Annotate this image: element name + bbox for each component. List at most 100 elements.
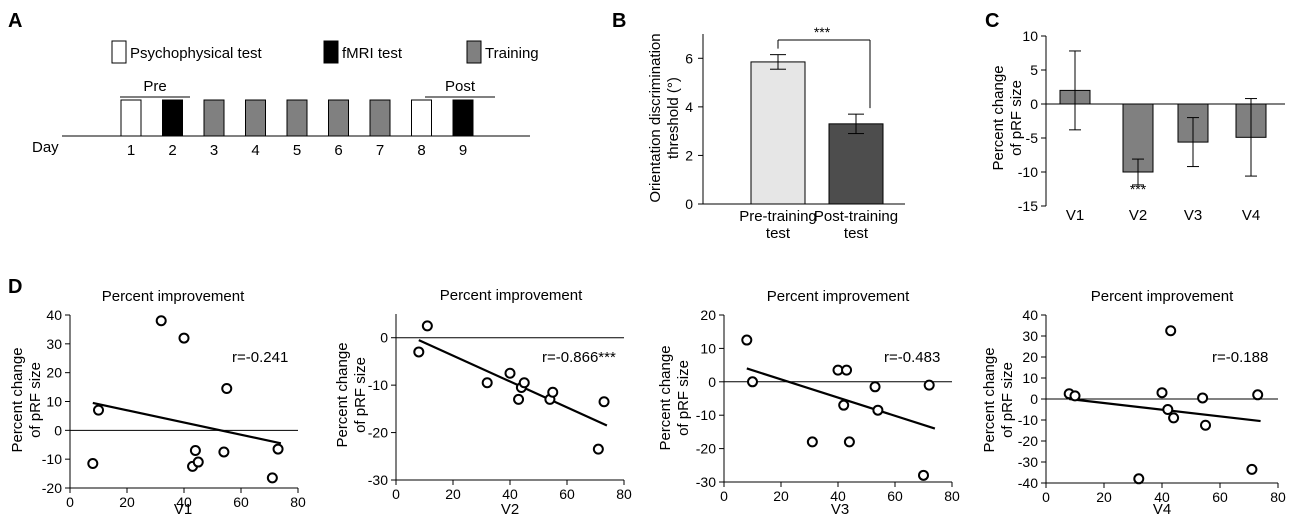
day-8-label: 8 — [417, 142, 425, 159]
scatter-v1-ytick-label: 10 — [46, 394, 62, 410]
scatter-v2-point — [413, 346, 425, 358]
scatter-v4-xtick-label: 40 — [1154, 489, 1170, 505]
scatter-v4-xtick-label: 80 — [1270, 489, 1286, 505]
scatter-v3-ytick-label: 10 — [700, 340, 716, 356]
scatter-v1-point — [221, 383, 233, 395]
chart-b-ytick-label: 6 — [685, 50, 693, 66]
scatter-v4-ylabel-line1: Percent change — [981, 347, 998, 452]
scatter-v3-xtick-label: 60 — [887, 488, 903, 504]
scatter-v2-point — [592, 443, 604, 455]
scatter-v1-plot: 0 20 40 60 80 -20 -10 0 10 20 30 40 — [42, 307, 306, 510]
chart-c-ytick-label: -5 — [1026, 130, 1039, 146]
legend-label-fmri: fMRI test — [342, 45, 403, 62]
scatter-v3-point — [806, 436, 818, 448]
legend-label-training: Training — [485, 45, 539, 62]
scatter-v4-point — [1156, 387, 1168, 399]
scatter-v1-xtick-label: 40 — [176, 494, 192, 510]
scatter-v2-fit-line — [418, 339, 608, 427]
scatter-v4-plot: 0 20 40 60 80 -40 -30 -20 -10 0 10 20 30 40 — [1018, 307, 1286, 505]
scatter-v1-xlabel: V1 — [174, 501, 192, 518]
scatter-v3-fit-line — [746, 367, 936, 430]
chart-b-ytick-label: 0 — [685, 196, 693, 212]
scatter-v3-xlabel: V3 — [831, 501, 849, 518]
scatter-v2-point — [481, 377, 493, 389]
scatter-v2-xtick-label: 40 — [502, 486, 518, 502]
scatter-v2-xlabel: V2 — [501, 501, 519, 518]
chart-b-category-label: test — [766, 225, 791, 242]
scatter-v1-ytick-label: -20 — [42, 480, 62, 496]
scatter-v2-xtick-label: 80 — [616, 486, 632, 502]
scatter-v3-xtick-label: 40 — [830, 488, 846, 504]
scatter-v4-point — [1069, 390, 1081, 402]
scatter-v1-ytick-label: 40 — [46, 307, 62, 323]
day-2-label: 2 — [168, 142, 176, 159]
scatter-v2-ytick-label: -20 — [368, 425, 388, 441]
scatter-v2-r-value: r=-0.866*** — [542, 349, 616, 366]
scatter-v4-xlabel: V4 — [1153, 501, 1171, 518]
day-6-box — [328, 99, 349, 137]
scatter-v1-point — [272, 443, 284, 455]
timeline-legend: Psychophysical test fMRI test Training — [111, 40, 539, 64]
scatter-v3-point — [747, 376, 758, 388]
scatter-v1-point — [93, 404, 104, 416]
scatter-v1: Percent improvement V1 Percent change of… — [9, 288, 306, 518]
scatter-v2-ytick-label: 0 — [380, 330, 388, 346]
chart-c-ylabel-line1: Percent change — [990, 65, 1007, 170]
day-9-box — [452, 99, 474, 137]
day-1-label: 1 — [127, 142, 135, 159]
chart-c-ytick-label: 0 — [1030, 96, 1038, 112]
timeline-panel: Psychophysical test fMRI test Training P… — [32, 40, 539, 159]
scatter-v4-ytick-label: 0 — [1030, 391, 1038, 407]
scatter-v3: Percent improvement V3 Percent change of… — [657, 288, 960, 518]
scatter-v4-point — [1246, 463, 1258, 475]
scatter-v2-ylabel-line2: of pRF size — [352, 357, 369, 433]
timeline-days: 1 2 3 4 5 6 7 8 9 — [120, 99, 474, 159]
scatter-v3-point — [872, 404, 884, 416]
scatter-v1-fit-line — [92, 401, 282, 445]
scatter-v1-ylabel-line1: Percent change — [9, 347, 26, 452]
scatter-v1-title: Percent improvement — [102, 288, 245, 305]
chart-c-category-label: V2 — [1129, 207, 1147, 224]
scatter-v1-point — [155, 315, 167, 327]
scatter-v3-point — [843, 436, 855, 448]
scatter-v1-ytick-label: 0 — [54, 422, 62, 438]
scatter-v4-ytick-label: -10 — [1018, 412, 1038, 428]
scatter-v1-xtick-label: 20 — [119, 494, 135, 510]
scatter-v1-xtick-label: 80 — [290, 494, 306, 510]
scatter-v2-point — [518, 377, 530, 389]
scatter-v3-plot: 0 20 40 60 80 -30 -20 -10 0 10 20 — [696, 307, 960, 504]
day-4-label: 4 — [251, 142, 259, 159]
scatter-v2: Percent improvement V2 Percent change of… — [334, 287, 632, 518]
scatter-v4-point — [1133, 473, 1145, 485]
scatter-v4-ytick-label: 40 — [1022, 307, 1038, 323]
scatter-v2-xtick-label: 0 — [392, 486, 400, 502]
scatter-v3-ytick-label: -30 — [696, 474, 716, 490]
scatter-v4-ytick-label: 30 — [1022, 328, 1038, 344]
scatter-v2-ylabel-line1: Percent change — [334, 342, 351, 447]
scatter-v2-ytick-label: -10 — [368, 377, 388, 393]
scatter-v4-xtick-label: 20 — [1096, 489, 1112, 505]
day-7-box — [369, 99, 391, 137]
scatter-v1-point — [189, 445, 201, 457]
threshold-bar-chart: Orientation discrimination threshold (°)… — [647, 24, 905, 242]
scatter-v4-point — [1197, 392, 1209, 404]
chart-b-bar — [828, 123, 884, 205]
scatter-v3-ytick-label: 0 — [708, 374, 716, 390]
day-3-box — [203, 99, 225, 137]
scatter-v4-point — [1165, 325, 1177, 337]
scatter-v4-point — [1200, 419, 1211, 431]
scatter-v4-ytick-label: -20 — [1018, 433, 1038, 449]
chart-b-ytick-label: 4 — [685, 99, 693, 115]
post-label: Post — [445, 78, 476, 95]
scatter-v2-title: Percent improvement — [440, 287, 583, 304]
chart-b-category-label: test — [844, 225, 869, 242]
scatter-v2-xtick-label: 20 — [445, 486, 461, 502]
scatter-v4: Percent improvement V4 Percent change of… — [981, 288, 1286, 518]
scatter-v3-ylabel-line1: Percent change — [657, 345, 674, 450]
panel-label-c: C — [985, 10, 999, 32]
chart-b-ytick-label: 2 — [685, 147, 693, 163]
scatter-v3-xtick-label: 0 — [720, 488, 728, 504]
day-3-label: 3 — [210, 142, 218, 159]
day-2-box — [162, 99, 183, 137]
